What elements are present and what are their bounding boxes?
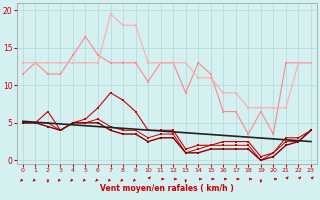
X-axis label: Vent moyen/en rafales ( km/h ): Vent moyen/en rafales ( km/h ) xyxy=(100,184,234,193)
